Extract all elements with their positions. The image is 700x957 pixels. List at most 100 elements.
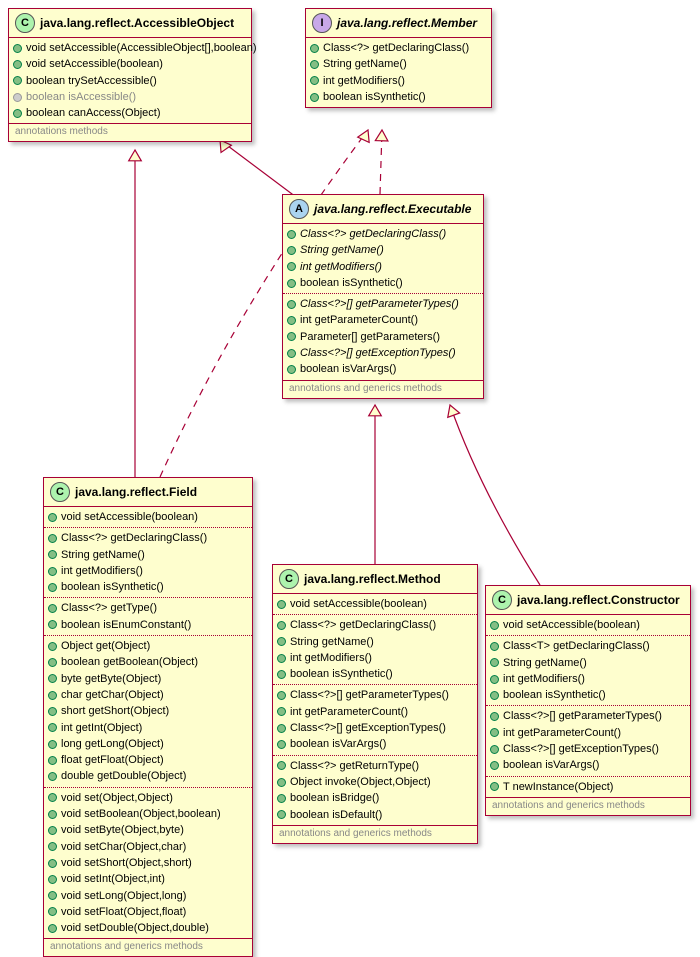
uml-member: int getParameterCount() — [277, 704, 471, 720]
visibility-icon — [490, 761, 499, 770]
stereotype-icon: C — [492, 590, 512, 610]
visibility-icon — [277, 637, 286, 646]
uml-member: void setAccessible(boolean) — [48, 509, 246, 525]
arrowhead-icon — [369, 405, 382, 416]
member-text: char getChar(Object) — [61, 688, 164, 702]
arrowhead-icon — [129, 150, 142, 161]
uml-member: Parameter[] getParameters() — [287, 329, 477, 345]
visibility-icon — [310, 44, 319, 53]
uml-section: void setAccessible(boolean) — [273, 594, 477, 614]
visibility-icon — [287, 316, 296, 325]
visibility-icon — [277, 761, 286, 770]
uml-section: Object get(Object)boolean getBoolean(Obj… — [44, 635, 252, 787]
uml-title: java.lang.reflect.Constructor — [517, 593, 680, 607]
uml-member: void set(Object,Object) — [48, 790, 246, 806]
uml-member: Class<?>[] getExceptionTypes() — [490, 741, 684, 757]
uml-header: Cjava.lang.reflect.Constructor — [486, 586, 690, 615]
uml-header: Cjava.lang.reflect.AccessibleObject — [9, 9, 251, 38]
member-text: int getInt(Object) — [61, 721, 142, 735]
uml-connector — [450, 405, 540, 585]
member-text: void setBoolean(Object,boolean) — [61, 807, 221, 821]
uml-member: Object get(Object) — [48, 638, 246, 654]
uml-member: String getName() — [490, 655, 684, 671]
uml-member: Class<?>[] getExceptionTypes() — [277, 720, 471, 736]
member-text: void setInt(Object,int) — [61, 872, 165, 886]
uml-member: int getModifiers() — [48, 563, 246, 579]
uml-class-method: Cjava.lang.reflect.Method void setAccessi… — [272, 564, 478, 844]
visibility-icon — [13, 109, 22, 118]
visibility-icon — [490, 728, 499, 737]
uml-member: Class<?>[] getParameterTypes() — [287, 296, 477, 312]
uml-section: Class<T> getDeclaringClass()String getNa… — [486, 635, 690, 705]
arrowhead-icon — [358, 130, 369, 142]
member-text: void setAccessible(boolean) — [290, 597, 427, 611]
uml-title: java.lang.reflect.Executable — [314, 202, 471, 216]
uml-member: boolean getBoolean(Object) — [48, 654, 246, 670]
stereotype-icon: C — [15, 13, 35, 33]
uml-member: Class<?>[] getParameterTypes() — [277, 687, 471, 703]
uml-class-constructor: Cjava.lang.reflect.Constructor void setAc… — [485, 585, 691, 816]
uml-member: boolean isVarArgs() — [287, 361, 477, 377]
uml-section: Class<?> getDeclaringClass()String getNa… — [44, 527, 252, 597]
uml-member: boolean isVarArgs() — [277, 736, 471, 752]
uml-header: Cjava.lang.reflect.Method — [273, 565, 477, 594]
uml-member: boolean isSynthetic() — [310, 89, 485, 105]
member-text: Class<?> getDeclaringClass() — [300, 227, 446, 241]
uml-member: boolean canAccess(Object) — [13, 105, 245, 121]
member-text: void setAccessible(boolean) — [503, 618, 640, 632]
visibility-icon — [48, 604, 57, 613]
visibility-icon — [48, 756, 57, 765]
visibility-icon — [310, 60, 319, 69]
uml-section: void setAccessible(AccessibleObject[],bo… — [9, 38, 251, 123]
uml-member: boolean isAccessible() — [13, 89, 245, 105]
visibility-icon — [490, 712, 499, 721]
member-text: void setShort(Object,short) — [61, 856, 192, 870]
uml-member: void setAccessible(AccessibleObject[],bo… — [13, 40, 245, 56]
member-text: boolean getBoolean(Object) — [61, 655, 198, 669]
uml-member: int getInt(Object) — [48, 720, 246, 736]
member-text: int getParameterCount() — [290, 705, 408, 719]
member-text: int getParameterCount() — [300, 313, 418, 327]
uml-member: boolean isSynthetic() — [287, 275, 477, 291]
uml-member: Object invoke(Object,Object) — [277, 774, 471, 790]
member-text: void setAccessible(AccessibleObject[],bo… — [26, 41, 257, 55]
uml-class-accObj: Cjava.lang.reflect.AccessibleObject void … — [8, 8, 252, 142]
stereotype-icon: C — [50, 482, 70, 502]
uml-connector — [380, 130, 382, 194]
uml-member: void setAccessible(boolean) — [277, 596, 471, 612]
member-text: Class<?> getReturnType() — [290, 759, 419, 773]
visibility-icon — [277, 707, 286, 716]
uml-member: long getLong(Object) — [48, 736, 246, 752]
uml-section: Class<?> getReturnType() Object invoke(Ob… — [273, 755, 477, 825]
visibility-icon — [277, 654, 286, 663]
uml-class-member: Ijava.lang.reflect.MemberClass<?> getDec… — [305, 8, 492, 108]
visibility-icon — [277, 778, 286, 787]
visibility-icon — [13, 60, 22, 69]
uml-footer: annotations and generics methods — [44, 938, 252, 956]
uml-member: String getName() — [310, 56, 485, 72]
uml-member: boolean trySetAccessible() — [13, 73, 245, 89]
uml-member: boolean isVarArgs() — [490, 757, 684, 773]
visibility-icon — [277, 621, 286, 630]
uml-member: boolean isBridge() — [277, 790, 471, 806]
member-text: Object invoke(Object,Object) — [290, 775, 431, 789]
visibility-icon — [490, 658, 499, 667]
uml-member: Class<?> getDeclaringClass() — [277, 617, 471, 633]
uml-section: void setAccessible(boolean) — [44, 507, 252, 527]
uml-member: T newInstance(Object) — [490, 779, 684, 795]
uml-class-field: Cjava.lang.reflect.Field void setAccessib… — [43, 477, 253, 957]
member-text: T newInstance(Object) — [503, 780, 613, 794]
visibility-icon — [48, 859, 57, 868]
uml-connector — [220, 140, 300, 200]
member-text: boolean isDefault() — [290, 808, 382, 822]
member-text: long getLong(Object) — [61, 737, 164, 751]
member-text: Class<?>[] getExceptionTypes() — [503, 742, 659, 756]
uml-member: void setBoolean(Object,boolean) — [48, 806, 246, 822]
uml-member: String getName() — [287, 242, 477, 258]
uml-header: Cjava.lang.reflect.Field — [44, 478, 252, 507]
member-text: boolean isEnumConstant() — [61, 618, 191, 632]
uml-member: boolean isSynthetic() — [277, 666, 471, 682]
uml-section: Class<?> getDeclaringClass()String getNa… — [283, 224, 483, 293]
visibility-icon — [48, 793, 57, 802]
stereotype-icon: A — [289, 199, 309, 219]
